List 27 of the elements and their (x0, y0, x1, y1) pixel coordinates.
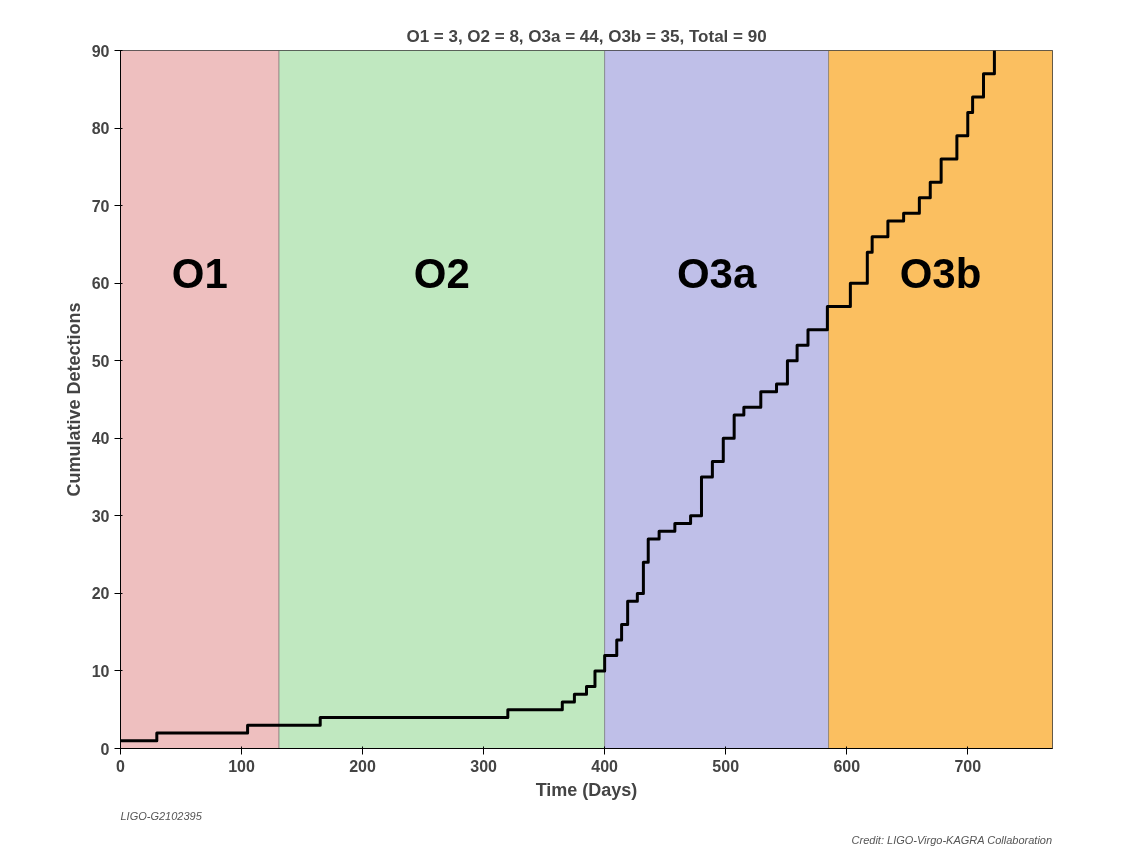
y-axis-title: Cumulative Detections (63, 302, 84, 497)
chart-title: O1 = 3, O2 = 8, O3a = 44, O3b = 35, Total = 90 (406, 26, 767, 46)
x-tick-label: 100 (228, 757, 255, 775)
x-tick-label: 700 (954, 757, 982, 775)
y-tick-label: 20 (91, 585, 110, 603)
band-label: O1 (171, 250, 228, 298)
y-tick-label: 80 (91, 120, 110, 138)
x-tick-label: 300 (470, 757, 498, 775)
x-tick-label: 0 (116, 757, 126, 775)
y-tick-label: 10 (91, 662, 110, 680)
y-tick-label: 40 (91, 430, 110, 448)
y-tick-label: 70 (91, 197, 110, 215)
y-tick-label: 30 (91, 507, 110, 525)
band-label: O2 (413, 250, 470, 298)
text: Credit: LIGO-Virgo-KAGRA Collaboration (851, 833, 1053, 846)
text: LIGO-G2102395 (120, 809, 203, 822)
x-tick-label: 600 (833, 757, 861, 775)
y-tick-label: 60 (91, 275, 110, 293)
y-tick-label: 0 (100, 740, 110, 758)
y-tick-label: 50 (91, 352, 110, 370)
band-label: O3a (676, 250, 757, 298)
x-axis-title: Time (Days) (535, 779, 638, 800)
x-tick-label: 500 (712, 757, 740, 775)
y-tick-label: 90 (91, 42, 110, 60)
x-tick-label: 200 (349, 757, 377, 775)
band-label: O3b (899, 250, 982, 298)
x-tick-label: 400 (591, 757, 619, 775)
